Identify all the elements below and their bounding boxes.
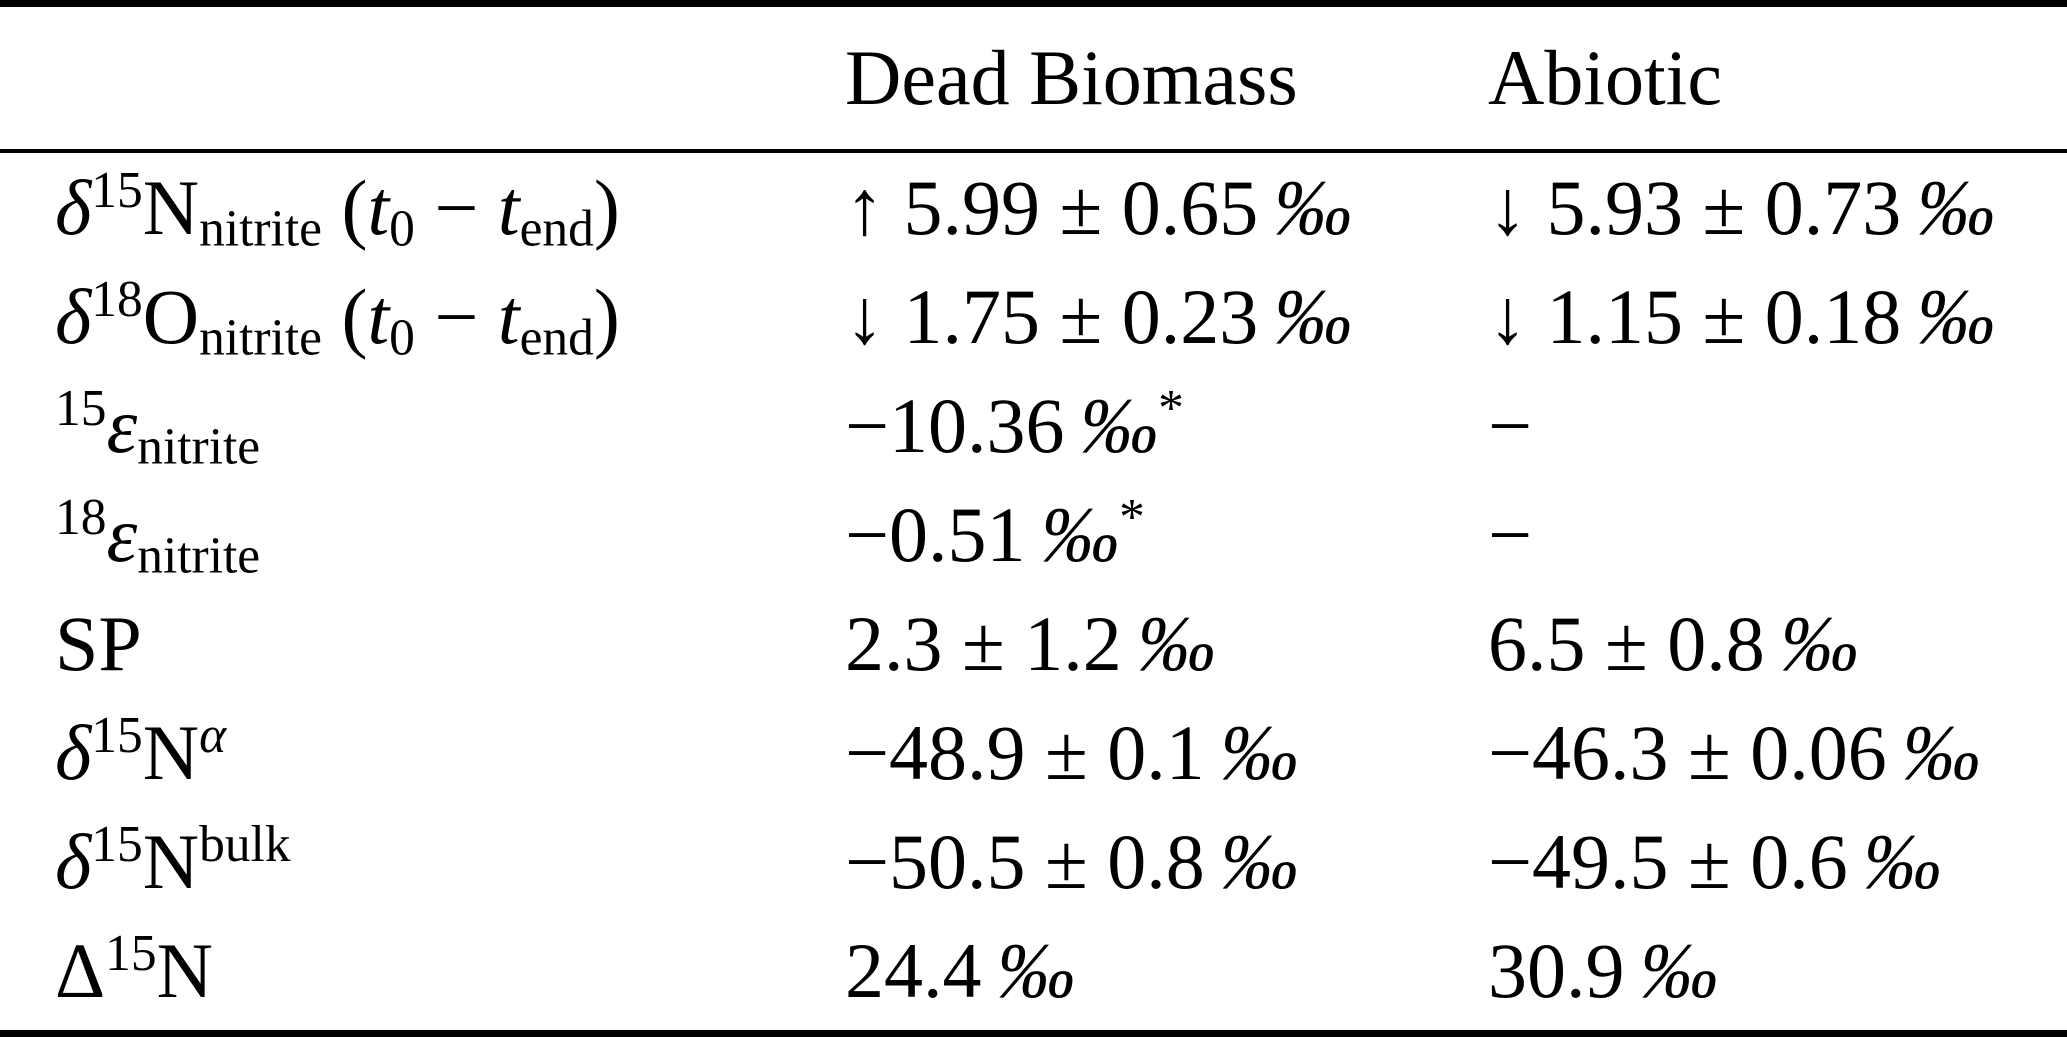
table-row: SP 2.3 ± 1.2 ‰ 6.5 ± 0.8 ‰ <box>0 589 2067 698</box>
table-bottom-rule <box>0 1030 2067 1037</box>
row-label: SP <box>55 599 142 687</box>
row-label: δ18Onitrite (t0 − tend) <box>55 270 620 366</box>
column-header-dead-biomass: Dead Biomass <box>845 34 1298 121</box>
abiotic-cell: −49.5 ± 0.6 ‰ <box>1488 817 1942 905</box>
dead-biomass-cell: −0.51 ‰* <box>845 488 1145 578</box>
header-row: Dead Biomass Abiotic <box>0 7 2067 149</box>
table-row: Δ15N 24.4 ‰ 30.9 ‰ <box>0 916 2067 1025</box>
table-body: δ15Nnitrite (t0 − tend) ↑ 5.99 ± 0.65 ‰ … <box>0 153 2067 1025</box>
column-header-abiotic: Abiotic <box>1488 34 1722 121</box>
abiotic-cell: − <box>1488 490 1532 578</box>
table-row: δ15Nα −48.9 ± 0.1 ‰ −46.3 ± 0.06 ‰ <box>0 698 2067 807</box>
abiotic-cell: − <box>1488 381 1532 469</box>
row-label: 18εnitrite <box>55 488 261 584</box>
dead-biomass-cell: −10.36 ‰* <box>845 379 1184 469</box>
row-label: δ15Nα <box>55 706 227 796</box>
table-row: δ15Nnitrite (t0 − tend) ↑ 5.99 ± 0.65 ‰ … <box>0 153 2067 262</box>
table-row: 15εnitrite −10.36 ‰* − <box>0 371 2067 480</box>
dead-biomass-cell: −50.5 ± 0.8 ‰ <box>845 817 1299 905</box>
row-label: δ15Nnitrite (t0 − tend) <box>55 161 620 257</box>
dead-biomass-cell: 24.4 ‰ <box>845 926 1076 1014</box>
table-row: 18εnitrite −0.51 ‰* − <box>0 480 2067 589</box>
dead-biomass-cell: ↑ 5.99 ± 0.65 ‰ <box>845 163 1352 251</box>
header-divider-rule <box>0 149 2067 153</box>
row-label: 15εnitrite <box>55 379 261 475</box>
table-row: δ18Onitrite (t0 − tend) ↓ 1.75 ± 0.23 ‰ … <box>0 262 2067 371</box>
table-row: δ15Nbulk −50.5 ± 0.8 ‰ −49.5 ± 0.6 ‰ <box>0 807 2067 916</box>
row-label: Δ15N <box>55 924 213 1014</box>
row-label: δ15Nbulk <box>55 815 291 905</box>
dead-biomass-cell: ↓ 1.75 ± 0.23 ‰ <box>845 272 1352 360</box>
abiotic-cell: ↓ 1.15 ± 0.18 ‰ <box>1488 272 1995 360</box>
abiotic-cell: 30.9 ‰ <box>1488 926 1719 1014</box>
abiotic-cell: ↓ 5.93 ± 0.73 ‰ <box>1488 163 1995 251</box>
table-top-rule <box>0 0 2067 7</box>
abiotic-cell: −46.3 ± 0.06 ‰ <box>1488 708 1981 796</box>
dead-biomass-cell: 2.3 ± 1.2 ‰ <box>845 599 1216 687</box>
dead-biomass-cell: −48.9 ± 0.1 ‰ <box>845 708 1299 796</box>
abiotic-cell: 6.5 ± 0.8 ‰ <box>1488 599 1859 687</box>
